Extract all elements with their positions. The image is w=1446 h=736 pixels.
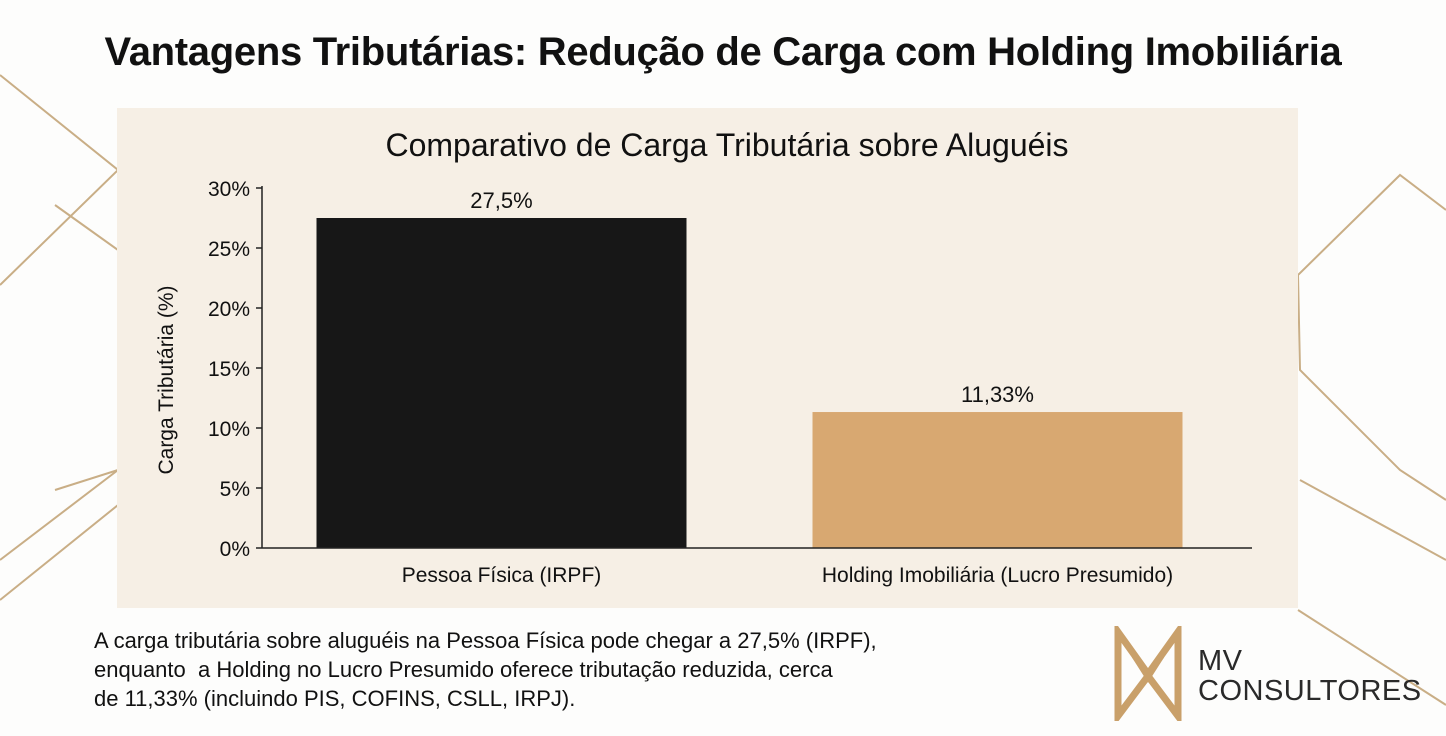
decorative-line-3 [0,467,119,601]
bar-chart: Comparativo de Carga Tributária sobre Al… [155,127,1252,587]
data-label-2: 11,33% [961,382,1034,407]
bar-1 [316,218,687,548]
chart-title: Comparativo de Carga Tributária sobre Al… [385,127,1068,163]
category-label-1: Pessoa Física (IRPF) [402,564,602,587]
decorative-line-6 [1299,479,1446,561]
caption-line-3: de 11,33% (incluindo PIS, COFINS, CSLL, … [94,686,576,711]
decorative-line-4 [1296,173,1446,501]
logo-line-1: MV [1198,645,1243,677]
bar-2 [812,412,1183,548]
chart-panel: Comparativo de Carga Tributária sobre Al… [117,108,1298,608]
y-tick-label: 25% [208,238,250,261]
y-tick-label: 30% [208,178,250,201]
y-tick-label: 0% [220,538,250,561]
chart-caption: A carga tributária sobre aluguéis na Pes… [94,626,1054,713]
mv-consultores-logo: MV CONSULTORES [1114,626,1434,721]
page-headline: Vantagens Tributárias: Redução de Carga … [104,30,1342,74]
y-tick-label: 20% [208,298,250,321]
decorative-line-2 [54,204,119,491]
logo-text: MV CONSULTORES [1198,646,1422,706]
decorative-line-1 [0,74,120,286]
caption-line-1: A carga tributária sobre aluguéis na Pes… [94,628,877,653]
y-tick-label: 15% [208,358,250,381]
y-tick-label: 5% [220,478,250,501]
data-label-1: 27,5% [470,188,532,213]
caption-line-2: enquanto a Holding no Lucro Presumido of… [94,657,833,682]
category-label-2: Holding Imobiliária (Lucro Presumido) [822,564,1173,587]
y-axis-label: Carga Tributária (%) [155,285,178,474]
mv-logo-icon [1114,626,1182,721]
logo-line-2: CONSULTORES [1198,675,1422,707]
y-tick-label: 10% [208,418,250,441]
